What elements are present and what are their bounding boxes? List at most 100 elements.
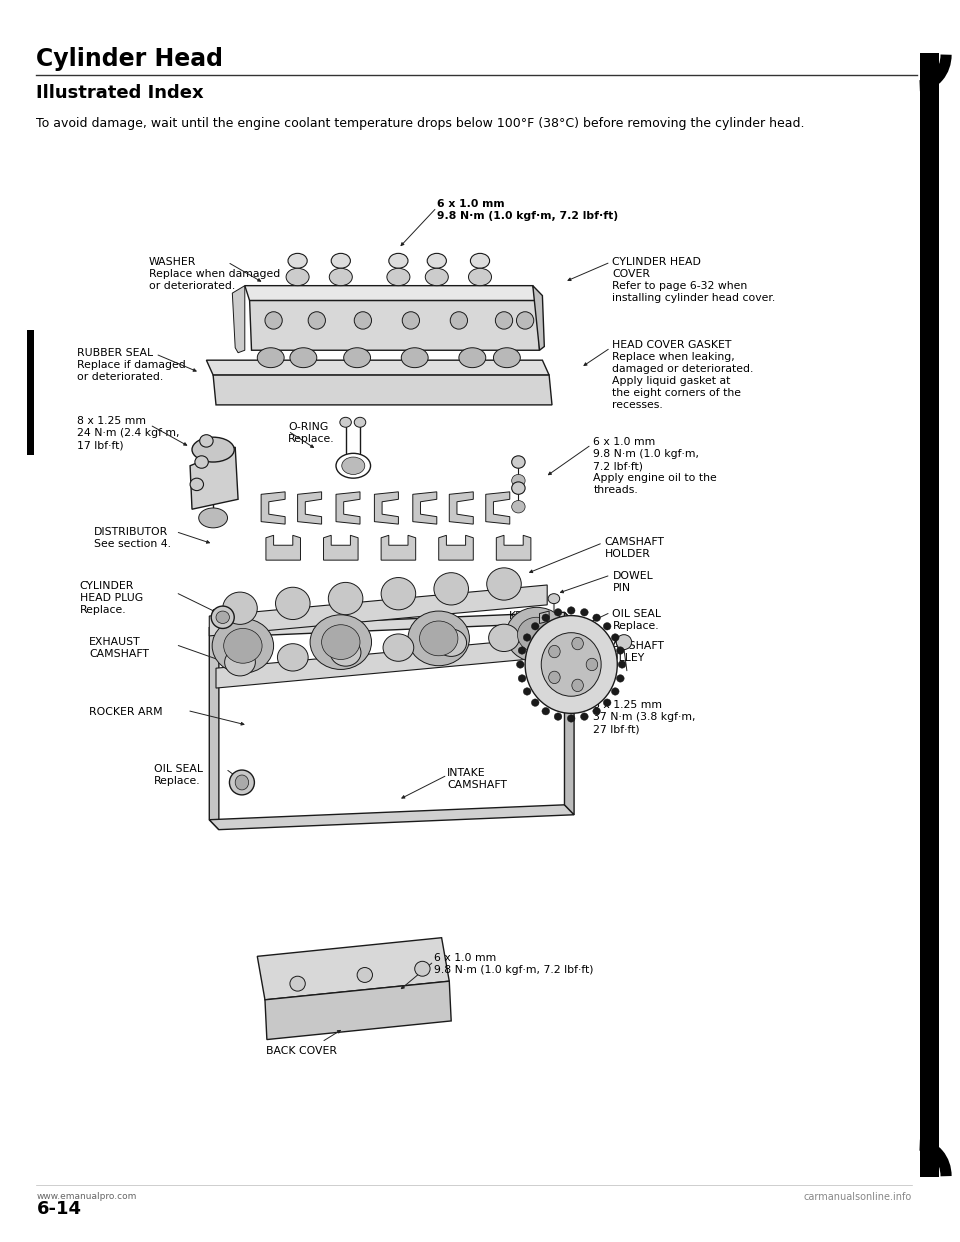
Ellipse shape bbox=[450, 312, 468, 329]
Polygon shape bbox=[190, 447, 238, 509]
Ellipse shape bbox=[336, 453, 371, 478]
Bar bbox=[920, 53, 939, 1177]
Text: CAMSHAFT
HOLDER: CAMSHAFT HOLDER bbox=[605, 537, 664, 559]
Ellipse shape bbox=[525, 616, 617, 713]
Ellipse shape bbox=[518, 674, 526, 682]
Ellipse shape bbox=[549, 646, 561, 658]
Ellipse shape bbox=[512, 456, 525, 468]
Text: CAMSHAFT
PULLEY: CAMSHAFT PULLEY bbox=[605, 641, 664, 663]
Ellipse shape bbox=[577, 641, 594, 661]
Ellipse shape bbox=[572, 637, 584, 650]
Ellipse shape bbox=[571, 635, 600, 667]
Text: 6 x 1.0 mm
9.8 N·m (1.0 kgf·m, 7.2 lbf·ft): 6 x 1.0 mm 9.8 N·m (1.0 kgf·m, 7.2 lbf·f… bbox=[434, 953, 593, 975]
Polygon shape bbox=[265, 981, 451, 1040]
Ellipse shape bbox=[612, 688, 619, 696]
Ellipse shape bbox=[357, 968, 372, 982]
Text: OIL SEAL
Replace.: OIL SEAL Replace. bbox=[154, 764, 203, 786]
Text: O-RING
Replace.: O-RING Replace. bbox=[288, 422, 335, 445]
Ellipse shape bbox=[554, 609, 562, 616]
Ellipse shape bbox=[517, 617, 556, 652]
Polygon shape bbox=[540, 611, 549, 623]
Ellipse shape bbox=[195, 456, 208, 468]
Ellipse shape bbox=[516, 661, 524, 668]
Ellipse shape bbox=[548, 594, 560, 604]
Ellipse shape bbox=[329, 268, 352, 286]
Ellipse shape bbox=[310, 615, 372, 669]
Ellipse shape bbox=[265, 312, 282, 329]
Ellipse shape bbox=[286, 268, 309, 286]
Text: WASHER
Replace when damaged
or deteriorated.: WASHER Replace when damaged or deteriora… bbox=[149, 257, 280, 291]
Text: HEAD COVER GASKET
Replace when leaking,
damaged or deteriorated.
Apply liquid ga: HEAD COVER GASKET Replace when leaking, … bbox=[612, 340, 754, 410]
Ellipse shape bbox=[257, 348, 284, 368]
Ellipse shape bbox=[616, 635, 632, 650]
Text: KEY: KEY bbox=[509, 611, 529, 621]
Ellipse shape bbox=[381, 578, 416, 610]
Ellipse shape bbox=[331, 253, 350, 268]
Polygon shape bbox=[564, 612, 574, 815]
Ellipse shape bbox=[290, 348, 317, 368]
Polygon shape bbox=[261, 492, 285, 524]
Text: carmanualsonline.info: carmanualsonline.info bbox=[804, 1192, 912, 1202]
Ellipse shape bbox=[495, 312, 513, 329]
Polygon shape bbox=[336, 492, 360, 524]
Ellipse shape bbox=[340, 417, 351, 427]
Ellipse shape bbox=[567, 607, 575, 615]
Text: DISTRIBUTOR
See section 4.: DISTRIBUTOR See section 4. bbox=[94, 527, 171, 549]
Ellipse shape bbox=[592, 708, 601, 715]
Ellipse shape bbox=[401, 348, 428, 368]
Ellipse shape bbox=[276, 587, 310, 620]
Polygon shape bbox=[232, 286, 245, 353]
Ellipse shape bbox=[420, 621, 458, 656]
Ellipse shape bbox=[224, 628, 262, 663]
Polygon shape bbox=[209, 612, 574, 637]
Ellipse shape bbox=[408, 611, 469, 666]
Text: 6 x 1.0 mm
9.8 N·m (1.0 kgf·m, 7.2 lbf·ft): 6 x 1.0 mm 9.8 N·m (1.0 kgf·m, 7.2 lbf·f… bbox=[437, 199, 618, 221]
Text: 8 x 1.25 mm
24 N·m (2.4 kgf·m,
17 lbf·ft): 8 x 1.25 mm 24 N·m (2.4 kgf·m, 17 lbf·ft… bbox=[77, 416, 180, 450]
Text: CYLINDER
HEAD PLUG
Replace.: CYLINDER HEAD PLUG Replace. bbox=[80, 581, 143, 615]
Bar bbox=[27, 330, 34, 455]
Ellipse shape bbox=[512, 501, 525, 513]
Ellipse shape bbox=[330, 638, 361, 666]
Ellipse shape bbox=[192, 437, 234, 462]
Ellipse shape bbox=[603, 622, 611, 630]
Text: 6-14: 6-14 bbox=[36, 1200, 82, 1217]
Ellipse shape bbox=[402, 312, 420, 329]
Ellipse shape bbox=[322, 625, 360, 660]
Ellipse shape bbox=[612, 633, 619, 641]
Ellipse shape bbox=[541, 708, 549, 715]
Ellipse shape bbox=[436, 628, 467, 656]
Ellipse shape bbox=[229, 770, 254, 795]
Ellipse shape bbox=[425, 268, 448, 286]
Ellipse shape bbox=[427, 253, 446, 268]
Ellipse shape bbox=[512, 482, 525, 494]
Ellipse shape bbox=[541, 614, 549, 621]
Text: www.emanualpro.com: www.emanualpro.com bbox=[36, 1192, 137, 1201]
Polygon shape bbox=[298, 492, 322, 524]
Ellipse shape bbox=[532, 622, 540, 630]
Polygon shape bbox=[324, 535, 358, 560]
Ellipse shape bbox=[212, 619, 274, 673]
Ellipse shape bbox=[516, 312, 534, 329]
Polygon shape bbox=[209, 585, 547, 636]
Ellipse shape bbox=[487, 568, 521, 600]
Text: DOWEL
PIN: DOWEL PIN bbox=[612, 571, 653, 594]
Ellipse shape bbox=[354, 312, 372, 329]
Ellipse shape bbox=[549, 671, 561, 683]
Polygon shape bbox=[439, 535, 473, 560]
Ellipse shape bbox=[489, 625, 519, 652]
Ellipse shape bbox=[211, 606, 234, 628]
Polygon shape bbox=[381, 535, 416, 560]
Ellipse shape bbox=[434, 573, 468, 605]
Text: To avoid damage, wait until the engine coolant temperature drops below 100°F (38: To avoid damage, wait until the engine c… bbox=[36, 117, 805, 129]
Ellipse shape bbox=[587, 658, 598, 671]
Ellipse shape bbox=[581, 609, 588, 616]
Ellipse shape bbox=[389, 253, 408, 268]
Ellipse shape bbox=[415, 961, 430, 976]
Text: 6 x 1.0 mm
9.8 N·m (1.0 kgf·m,
7.2 lbf·ft)
Apply engine oil to the
threads.: 6 x 1.0 mm 9.8 N·m (1.0 kgf·m, 7.2 lbf·f… bbox=[593, 437, 717, 496]
Polygon shape bbox=[213, 375, 552, 405]
Ellipse shape bbox=[518, 647, 526, 655]
Text: RUBBER SEAL
Replace if damaged
or deteriorated.: RUBBER SEAL Replace if damaged or deteri… bbox=[77, 348, 185, 381]
Text: ROCKER ARM: ROCKER ARM bbox=[89, 707, 163, 717]
Ellipse shape bbox=[383, 633, 414, 661]
Ellipse shape bbox=[288, 253, 307, 268]
